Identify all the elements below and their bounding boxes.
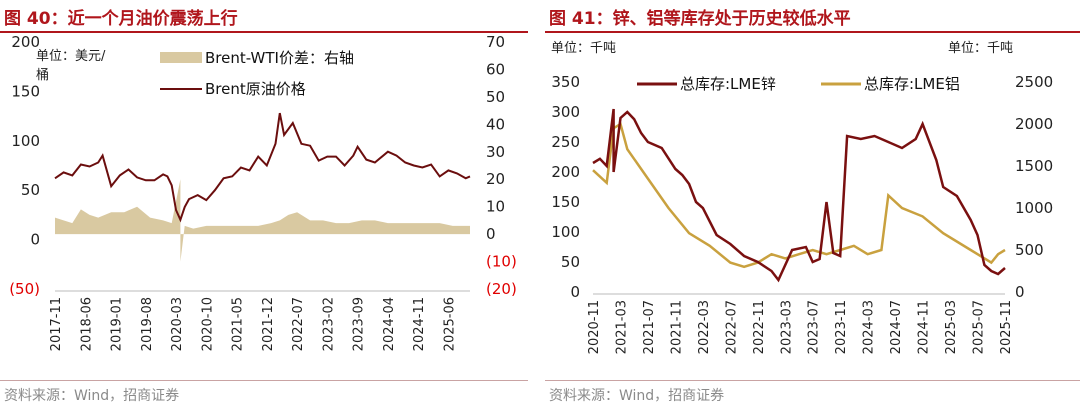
chart-panel-inventory: 图 41：锌、铝等库存处于历史较低水平 350 300 250 200 150 100 50… — [545, 0, 1080, 415]
chart-title: 图 41：锌、铝等库存处于历史较低水平 — [549, 9, 851, 29]
y-right-tick-label: (20) — [486, 280, 517, 298]
x-tick-label: 2025-06 — [442, 297, 457, 351]
y-left-unit: 桶 — [36, 68, 49, 83]
y-right-tick-label: 60 — [486, 60, 505, 78]
chart-panel-oil: 图 40：近一个月油价震荡上行 200 150 100 50 0 (50) 70 60 50 40… — [0, 0, 528, 415]
y-right-tick-label: 500 — [1015, 241, 1044, 259]
x-tick-label: 2025-11 — [999, 300, 1014, 354]
y-left-unit: 单位：千吨 — [551, 41, 616, 56]
series-area-spread — [55, 179, 470, 262]
x-tick-label: 2022-03 — [697, 300, 712, 354]
y-right-tick-label: 20 — [486, 170, 505, 188]
title-divider — [545, 31, 1080, 33]
legend-swatch-spread — [160, 52, 202, 63]
y-right-tick-label: (10) — [486, 253, 517, 271]
x-tick-label: 2024-03 — [862, 300, 877, 354]
y-right-tick-label: 0 — [1015, 283, 1025, 301]
y-left-tick-label: 200 — [551, 163, 580, 181]
legend-label-spread: Brent-WTI价差：右轴 — [205, 49, 354, 67]
y-right-tick-label: 1000 — [1015, 199, 1053, 217]
y-right-unit: 单位：千吨 — [948, 41, 1013, 56]
series-line-brent — [54, 112, 471, 223]
chart-title: 图 40：近一个月油价震荡上行 — [4, 9, 238, 29]
series-line-aluminum — [592, 122, 1006, 269]
y-left-tick-label: 200 — [11, 34, 40, 51]
x-tick-label: 2023-03 — [779, 300, 794, 354]
source-note: 资料来源：Wind，招商证券 — [4, 388, 180, 404]
y-left-tick-label: 50 — [21, 181, 40, 199]
x-tick-label: 2019-08 — [140, 297, 155, 351]
source-divider — [0, 380, 528, 381]
series-line-zinc — [592, 108, 1006, 283]
x-tick-label: 2020-11 — [587, 300, 602, 354]
title-divider — [0, 31, 528, 33]
y-right-tick-label: 70 — [486, 34, 505, 51]
legend-label-zinc: 总库存:LME锌 — [680, 75, 776, 93]
y-left-tick-label: 150 — [11, 82, 40, 100]
legend-label-aluminum: 总库存:LME铝 — [864, 75, 960, 93]
y-right-tick-label: 30 — [486, 143, 505, 161]
x-tick-label: 2021-03 — [615, 300, 630, 354]
x-tick-label: 2024-11 — [917, 300, 932, 354]
y-right-tick-label: 40 — [486, 115, 505, 133]
source-note: 资料来源：Wind，招商证券 — [549, 388, 725, 404]
y-left-tick-label: 300 — [551, 103, 580, 121]
y-right-tick-label: 2000 — [1015, 115, 1053, 133]
y-left-unit: 单位：美元/ — [36, 49, 106, 64]
x-tick-label: 2019-01 — [110, 297, 125, 351]
x-tick-label: 2024-04 — [382, 297, 397, 351]
x-tick-label: 2024-11 — [412, 297, 427, 351]
x-tick-label: 2024-07 — [889, 300, 904, 354]
x-tick-label: 2020-10 — [200, 297, 215, 351]
x-tick-label: 2025-07 — [972, 300, 987, 354]
y-left-tick-label: 0 — [30, 231, 40, 249]
inventory-chart-svg: 3503002502001501005002500200015001000500… — [551, 41, 1053, 354]
x-tick-label: 2020-03 — [170, 297, 185, 351]
y-right-tick-label: 1500 — [1015, 157, 1053, 175]
y-left-tick-label: 250 — [551, 133, 580, 151]
x-tick-label: 2025-03 — [944, 300, 959, 354]
y-right-tick-label: 50 — [486, 88, 505, 106]
source-divider — [545, 380, 1080, 381]
y-left-tick-label: 100 — [11, 132, 40, 150]
x-tick-label: 2023-11 — [834, 300, 849, 354]
y-left-tick-label: 50 — [561, 253, 580, 271]
y-right-tick-label: 10 — [486, 198, 505, 216]
y-left-tick-label: 350 — [551, 73, 580, 91]
x-tick-label: 2018-06 — [79, 297, 94, 351]
x-tick-label: 2023-02 — [321, 297, 336, 351]
y-left-tick-label: (50) — [9, 280, 40, 298]
x-tick-label: 2021-12 — [261, 297, 276, 351]
x-tick-label: 2022-11 — [752, 300, 767, 354]
x-tick-label: 2021-11 — [669, 300, 684, 354]
oil-chart-svg: 200150100500(50)706050403020100(10)(20)2… — [9, 34, 517, 351]
y-left-tick-label: 100 — [551, 223, 580, 241]
y-left-tick-label: 150 — [551, 193, 580, 211]
x-tick-label: 2022-07 — [724, 300, 739, 354]
x-tick-label: 2021-05 — [231, 297, 246, 351]
x-tick-label: 2017-11 — [49, 297, 64, 351]
x-tick-label: 2023-09 — [352, 297, 367, 351]
x-tick-label: 2023-07 — [807, 300, 822, 354]
y-left-tick-label: 0 — [570, 283, 580, 301]
x-tick-label: 2022-07 — [291, 297, 306, 351]
x-tick-label: 2021-07 — [642, 300, 657, 354]
legend-label-brent: Brent原油价格 — [205, 80, 306, 98]
y-right-tick-label: 2500 — [1015, 73, 1053, 91]
y-right-tick-label: 0 — [486, 225, 496, 243]
